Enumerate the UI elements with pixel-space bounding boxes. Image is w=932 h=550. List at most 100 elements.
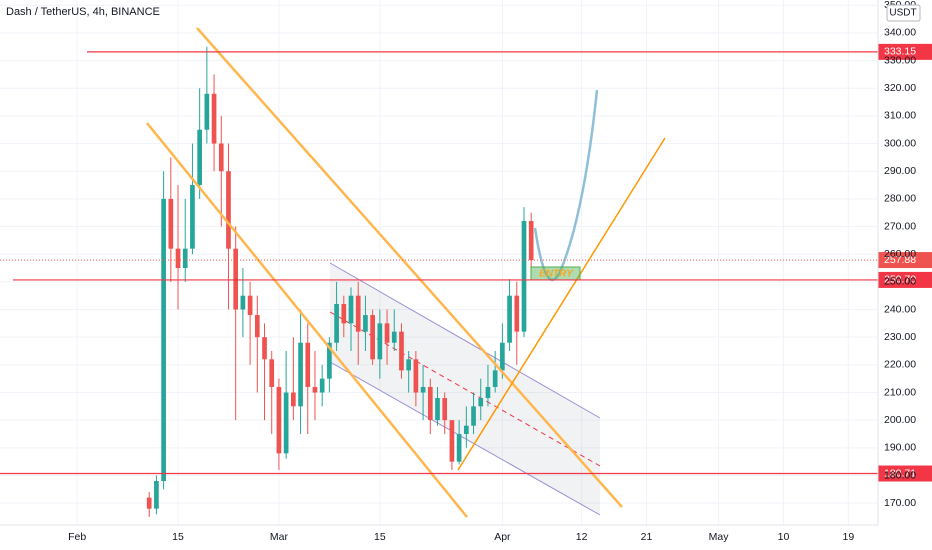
trend-line (457, 137, 666, 471)
x-tick-label: 19 (842, 531, 854, 543)
y-tick-label: 200.00 (884, 414, 916, 426)
y-tick-label: 310.00 (884, 110, 916, 122)
levels: 333.15 250.70 180.71 257.88 (0, 43, 932, 482)
candle-body (341, 303, 347, 324)
x-tick-label: Apr (494, 531, 511, 543)
candle-body (514, 295, 520, 332)
candle-body (327, 342, 332, 379)
candle-body (262, 337, 267, 360)
candle-body (226, 171, 231, 249)
candle-body (363, 315, 368, 332)
level-tag-label: 250.70 (884, 274, 916, 286)
candle-body (305, 342, 311, 387)
currency-label: USDT (889, 8, 916, 19)
candle-body (391, 331, 397, 343)
candle-body (233, 248, 239, 310)
currency-box[interactable] (886, 4, 921, 22)
last-price-tag (878, 252, 932, 269)
candle-body (146, 497, 152, 509)
candle-body (528, 221, 534, 261)
y-tick-label: 290.00 (884, 165, 916, 177)
candle-body (478, 398, 484, 407)
y-tick-label: 280.00 (884, 193, 916, 205)
candle-body (456, 433, 462, 462)
candle-body (154, 481, 159, 509)
channel-upper (329, 262, 601, 419)
candle-body (485, 386, 491, 399)
candle-body (175, 248, 181, 269)
candle-body (521, 221, 527, 332)
grid (0, 0, 878, 525)
x-tick-label: 15 (374, 531, 386, 543)
candle-body (370, 315, 375, 360)
x-tick-label: 21 (641, 531, 653, 543)
level-tag (878, 271, 932, 288)
candle-body (377, 323, 383, 360)
trend-line (196, 27, 623, 508)
candle-body (283, 392, 289, 454)
channel-lower (329, 361, 601, 516)
y-tick-label: 340.00 (884, 27, 916, 39)
candle-body (247, 295, 253, 316)
y-tick-label: 180.00 (884, 469, 916, 481)
candle-body (291, 392, 296, 407)
x-tick-label: 10 (778, 531, 790, 543)
y-tick-label: 170.00 (884, 497, 916, 509)
candle-body (492, 370, 498, 387)
level-tag (878, 465, 932, 482)
x-tick-label: Feb (68, 531, 86, 543)
y-tick-label: 300.00 (884, 137, 916, 149)
candle-body (442, 398, 448, 421)
level-tag (878, 43, 932, 60)
candle-body (507, 295, 512, 343)
candle-body (435, 398, 440, 421)
y-tick-label: 270.00 (884, 220, 916, 232)
candle-body (449, 420, 455, 462)
candle-body (254, 315, 260, 338)
candle-body (406, 359, 412, 371)
candle-body (463, 425, 469, 434)
x-tick-label: 15 (172, 531, 184, 543)
candle-body (399, 331, 404, 371)
candle-body (355, 295, 361, 332)
channel-mid (329, 311, 601, 467)
y-tick-label: 250.00 (884, 276, 916, 288)
candles (146, 46, 534, 517)
candle-body (240, 295, 246, 310)
y-tick-label: 190.00 (884, 442, 916, 454)
candle-body (427, 386, 433, 421)
x-tick-label: 12 (576, 531, 588, 543)
candle-body (334, 303, 339, 343)
candle-body (182, 248, 188, 269)
candle-body (312, 386, 318, 393)
x-tick-label: May (709, 531, 730, 543)
y-tick-label: 330.00 (884, 54, 916, 66)
axes: 170.00 180.00 190.00 200.00 210.00 220.00 230.… (68, 0, 916, 543)
candle-body (298, 342, 303, 407)
candle-body (197, 129, 202, 186)
candle-body (211, 93, 217, 144)
candle-body (319, 378, 325, 393)
candle-body (471, 406, 476, 426)
level-tag-label: 333.15 (884, 46, 916, 58)
candle-body (168, 198, 174, 249)
candle-body (384, 323, 390, 343)
candle-body (190, 185, 195, 249)
y-tick-label: 210.00 (884, 386, 916, 398)
entry-label: ENTRY (539, 269, 574, 280)
candle-body (204, 93, 210, 130)
y-tick-label: 220.00 (884, 359, 916, 371)
chart-title: Dash / TetherUS, 4h, BINANCE (6, 6, 160, 18)
x-tick-label: Mar (270, 531, 289, 543)
candle-body (276, 386, 282, 454)
y-tick-label: 240.00 (884, 303, 916, 315)
candle-body (218, 143, 224, 172)
candle-body (161, 198, 166, 482)
level-tag-label: 180.71 (884, 467, 916, 479)
last-price-label: 257.88 (884, 254, 916, 266)
trend-line (146, 122, 468, 518)
candle-body (420, 386, 426, 393)
candle-body (413, 359, 419, 393)
